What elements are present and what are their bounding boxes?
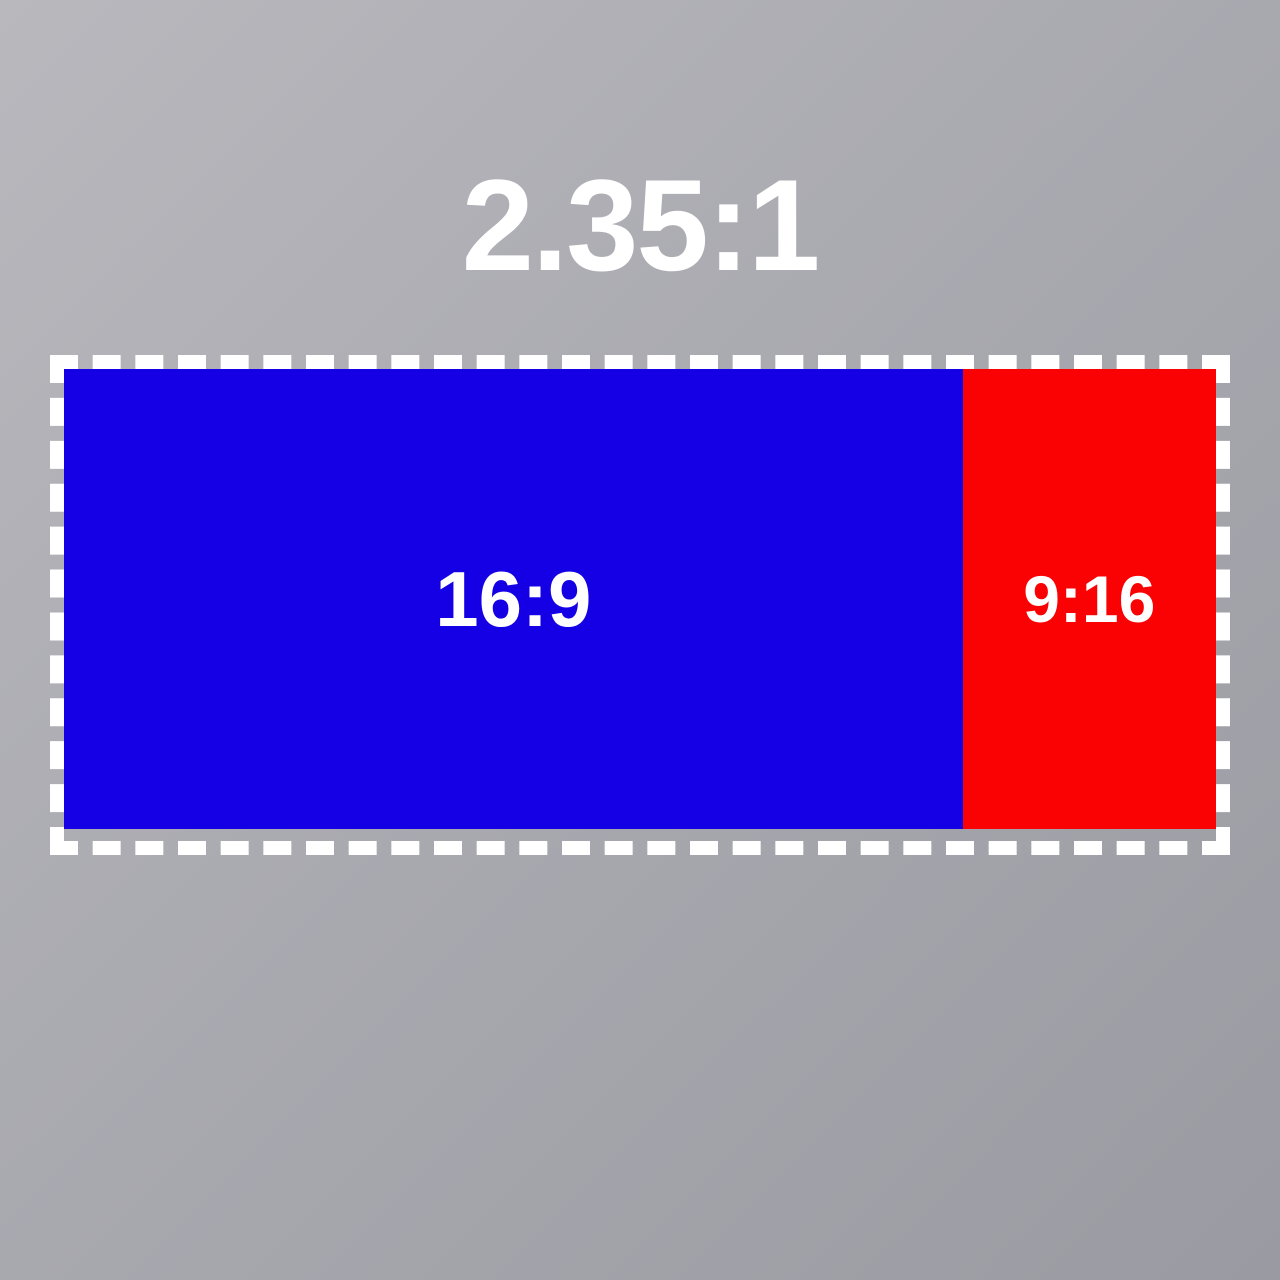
panel-16-9: 16:9 <box>64 369 963 829</box>
panel-9-16: 9:16 <box>963 369 1216 829</box>
aspect-ratio-container: 16:9 9:16 <box>50 355 1230 855</box>
panel-row: 16:9 9:16 <box>64 369 1216 829</box>
aspect-ratio-title: 2.35:1 <box>462 150 819 300</box>
